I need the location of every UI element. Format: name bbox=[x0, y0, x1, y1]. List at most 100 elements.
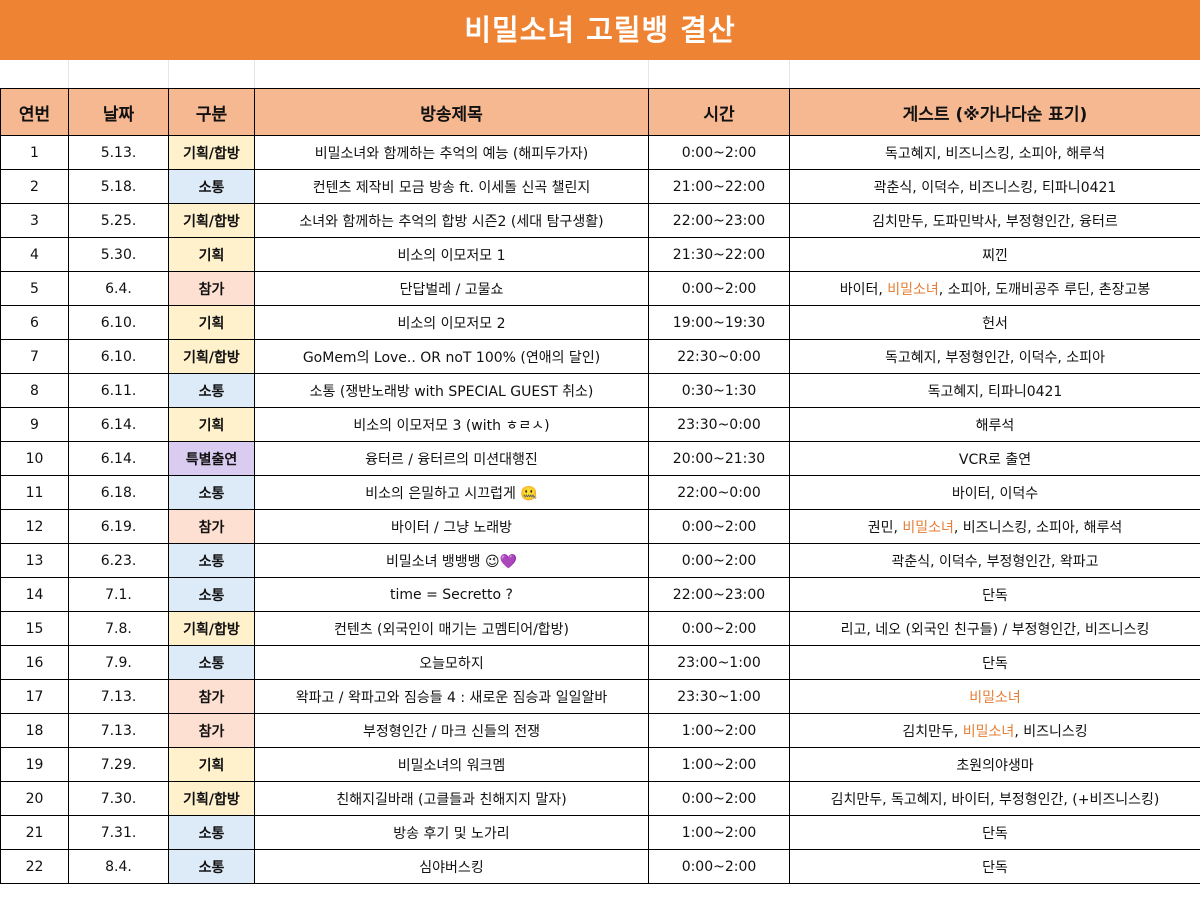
row-title: 소녀와 함께하는 추억의 합방 시즌2 (세대 탐구생활) bbox=[254, 203, 649, 238]
table-row: 22 8.4. 소통 심야버스킹 0:00~2:00 단독 bbox=[0, 849, 1200, 884]
table-row: 4 5.30. 기획 비소의 이모저모 1 21:30~22:00 찌낀 bbox=[0, 237, 1200, 272]
table-row: 11 6.18. 소통 비소의 은밀하고 시끄럽게 🤐 22:00~0:00 바이터, 이… bbox=[0, 475, 1200, 510]
guest-text: 권민, bbox=[867, 519, 903, 536]
row-no: 16 bbox=[0, 645, 69, 680]
row-no: 22 bbox=[0, 849, 69, 884]
row-date: 5.25. bbox=[68, 203, 169, 238]
row-date: 7.31. bbox=[68, 815, 169, 850]
row-date: 6.14. bbox=[68, 441, 169, 476]
row-type: 소통 bbox=[168, 577, 255, 612]
guest-text: , 비즈니스킹, 소피아, 해루석 bbox=[953, 519, 1123, 536]
row-type: 소통 bbox=[168, 849, 255, 884]
row-title: GoMem의 Love.. OR noT 100% (연애의 달인) bbox=[254, 339, 649, 374]
row-title: 비밀소녀의 워크멤 bbox=[254, 747, 649, 782]
row-no: 13 bbox=[0, 543, 69, 578]
row-title: 비소의 이모저모 3 (with ㅎㄹㅅ) bbox=[254, 407, 649, 442]
row-guests: 김치만두, 도파민박사, 부정형인간, 융터르 bbox=[789, 203, 1200, 238]
row-type: 소통 bbox=[168, 815, 255, 850]
row-title: 왁파고 / 왁파고와 짐승들 4 : 새로운 짐승과 일일알바 bbox=[254, 679, 649, 714]
row-guests: VCR로 출연 bbox=[789, 441, 1200, 476]
row-no: 2 bbox=[0, 169, 69, 204]
row-no: 11 bbox=[0, 475, 69, 510]
row-time: 23:00~1:00 bbox=[648, 645, 790, 680]
row-time: 0:00~2:00 bbox=[648, 271, 790, 306]
row-guests: 김치만두, 독고혜지, 바이터, 부정형인간, (+비즈니스킹) bbox=[789, 781, 1200, 816]
guest-text: 해루석 bbox=[975, 417, 1015, 434]
row-no: 1 bbox=[0, 135, 69, 170]
row-guests: 곽춘식, 이덕수, 비즈니스킹, 티파니0421 bbox=[789, 169, 1200, 204]
row-title: 컨텐츠 제작비 모금 방송 ft. 이세돌 신곡 챌린지 bbox=[254, 169, 649, 204]
row-no: 14 bbox=[0, 577, 69, 612]
guest-text: 김치만두, 도파민박사, 부정형인간, 융터르 bbox=[872, 213, 1118, 230]
table-body: 1 5.13. 기획/합방 비밀소녀와 함께하는 추억의 예능 (해피두가자) 0:00… bbox=[0, 135, 1200, 884]
row-type: 기획/합방 bbox=[168, 135, 255, 170]
row-title: 친해지길바래 (고클들과 친해지지 말자) bbox=[254, 781, 649, 816]
row-date: 7.30. bbox=[68, 781, 169, 816]
guest-text: , 소피아, 도깨비공주 루딘, 촌장고봉 bbox=[938, 281, 1151, 298]
header-title: 방송제목 bbox=[254, 88, 649, 136]
row-time: 22:30~0:00 bbox=[648, 339, 790, 374]
guest-text: 단독 bbox=[982, 587, 1008, 604]
guest-text: 김치만두, bbox=[902, 723, 963, 740]
row-type: 소통 bbox=[168, 373, 255, 408]
header-no: 연번 bbox=[0, 88, 69, 136]
table-row: 3 5.25. 기획/합방 소녀와 함께하는 추억의 합방 시즌2 (세대 탐구생활)… bbox=[0, 203, 1200, 238]
row-guests: 단독 bbox=[789, 849, 1200, 884]
row-no: 4 bbox=[0, 237, 69, 272]
row-guests: 독고혜지, 비즈니스킹, 소피아, 해루석 bbox=[789, 135, 1200, 170]
row-type: 기획 bbox=[168, 407, 255, 442]
row-title: 오늘모하지 bbox=[254, 645, 649, 680]
row-time: 23:30~0:00 bbox=[648, 407, 790, 442]
row-date: 7.13. bbox=[68, 713, 169, 748]
table-row: 9 6.14. 기획 비소의 이모저모 3 (with ㅎㄹㅅ) 23:30~0:00 해… bbox=[0, 407, 1200, 442]
guest-text: 김치만두, 독고혜지, 바이터, 부정형인간, (+비즈니스킹) bbox=[830, 791, 1160, 808]
table-row: 2 5.18. 소통 컨텐츠 제작비 모금 방송 ft. 이세돌 신곡 챌린지 21:0… bbox=[0, 169, 1200, 204]
guest-text: , 비즈니스킹 bbox=[1014, 723, 1088, 740]
row-date: 6.23. bbox=[68, 543, 169, 578]
row-guests: 바이터, 비밀소녀, 소피아, 도깨비공주 루딘, 촌장고봉 bbox=[789, 271, 1200, 306]
table-row: 5 6.4. 참가 단답벌레 / 고물쇼 0:00~2:00 바이터, 비밀소녀, 소피아… bbox=[0, 271, 1200, 306]
row-no: 19 bbox=[0, 747, 69, 782]
table-row: 14 7.1. 소통 time = Secretto ? 22:00~23:00 단독 bbox=[0, 577, 1200, 612]
row-time: 21:00~22:00 bbox=[648, 169, 790, 204]
header-row: 연번 날짜 구분 방송제목 시간 게스트 (※가나다순 표기) bbox=[0, 88, 1200, 136]
row-title: 비소의 이모저모 1 bbox=[254, 237, 649, 272]
row-date: 7.13. bbox=[68, 679, 169, 714]
row-time: 1:00~2:00 bbox=[648, 713, 790, 748]
header-guests: 게스트 (※가나다순 표기) bbox=[789, 88, 1200, 136]
guest-text: 찌낀 bbox=[982, 247, 1008, 264]
guest-text: 바이터, bbox=[839, 281, 888, 298]
row-title: 비소의 은밀하고 시끄럽게 🤐 bbox=[254, 475, 649, 510]
row-time: 0:00~2:00 bbox=[648, 543, 790, 578]
guest-text: 곽춘식, 이덕수, 부정형인간, 왁파고 bbox=[891, 553, 1099, 570]
row-title: 비밀소녀와 함께하는 추억의 예능 (해피두가자) bbox=[254, 135, 649, 170]
row-type: 소통 bbox=[168, 169, 255, 204]
guest-highlight: 비밀소녀 bbox=[962, 723, 1015, 740]
row-guests: 헌서 bbox=[789, 305, 1200, 340]
row-date: 5.18. bbox=[68, 169, 169, 204]
guest-text: 독고혜지, 티파니0421 bbox=[927, 383, 1063, 400]
row-date: 7.9. bbox=[68, 645, 169, 680]
row-date: 7.1. bbox=[68, 577, 169, 612]
row-no: 21 bbox=[0, 815, 69, 850]
row-guests: 리고, 네오 (외국인 친구들) / 부정형인간, 비즈니스킹 bbox=[789, 611, 1200, 646]
table-row: 10 6.14. 특별출연 융터르 / 융터르의 미션대행진 20:00~21:30 VC… bbox=[0, 441, 1200, 476]
row-type: 기획/합방 bbox=[168, 203, 255, 238]
row-type: 기획/합방 bbox=[168, 611, 255, 646]
row-title: time = Secretto ? bbox=[254, 577, 649, 612]
guest-highlight: 비밀소녀 bbox=[902, 519, 954, 536]
guest-text: 헌서 bbox=[982, 315, 1008, 332]
row-guests: 바이터, 이덕수 bbox=[789, 475, 1200, 510]
guest-text: 단독 bbox=[982, 655, 1008, 672]
row-date: 8.4. bbox=[68, 849, 169, 884]
table-row: 20 7.30. 기획/합방 친해지길바래 (고클들과 친해지지 말자) 0:00~2:… bbox=[0, 781, 1200, 816]
row-date: 6.11. bbox=[68, 373, 169, 408]
row-guests: 찌낀 bbox=[789, 237, 1200, 272]
row-type: 소통 bbox=[168, 475, 255, 510]
row-time: 1:00~2:00 bbox=[648, 815, 790, 850]
row-guests: 단독 bbox=[789, 645, 1200, 680]
guest-highlight: 비밀소녀 bbox=[887, 281, 939, 298]
row-date: 6.10. bbox=[68, 305, 169, 340]
row-guests: 해루석 bbox=[789, 407, 1200, 442]
row-no: 7 bbox=[0, 339, 69, 374]
